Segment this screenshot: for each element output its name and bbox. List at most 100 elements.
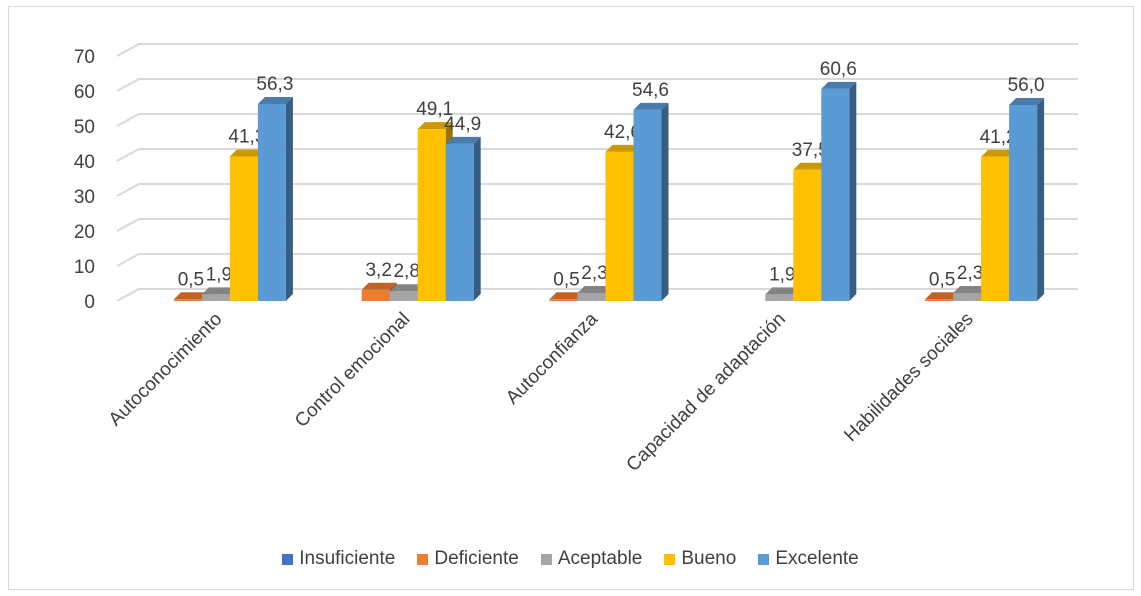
bar bbox=[577, 292, 606, 301]
bar-side bbox=[285, 96, 293, 301]
legend-item: Excelente bbox=[758, 548, 859, 570]
bar bbox=[605, 151, 634, 301]
bar-top bbox=[953, 285, 989, 293]
bar bbox=[417, 129, 446, 301]
gridline bbox=[116, 78, 1078, 92]
gridline bbox=[116, 43, 1078, 57]
gridline bbox=[116, 148, 1078, 162]
legend-item: Insuficiente bbox=[282, 548, 395, 570]
bar bbox=[633, 109, 662, 302]
bar-top bbox=[765, 287, 801, 295]
y-tick-label: 20 bbox=[74, 222, 95, 243]
legend-swatch bbox=[664, 553, 676, 565]
data-label: 0,5 bbox=[178, 269, 204, 290]
bar-side bbox=[849, 81, 857, 302]
legend-item: Bueno bbox=[664, 548, 736, 570]
legend-label: Deficiente bbox=[434, 548, 519, 569]
bar-side bbox=[661, 102, 669, 302]
bar-top bbox=[821, 81, 857, 89]
legend-label: Aceptable bbox=[557, 548, 643, 569]
legend-swatch bbox=[758, 553, 770, 565]
legend-swatch bbox=[417, 553, 429, 565]
bar-top bbox=[1009, 98, 1045, 105]
bar bbox=[201, 294, 230, 301]
legend-label: Bueno bbox=[681, 548, 737, 569]
chart-legend: Insuficiente Deficiente Aceptable Bueno Exce… bbox=[0, 548, 1141, 570]
data-label: 42,6 bbox=[604, 122, 641, 143]
legend-label: Insuficiente bbox=[299, 548, 396, 569]
x-tick-label: Habilidades sociales bbox=[840, 309, 977, 446]
y-tick-label: 60 bbox=[74, 82, 95, 103]
data-label: 0,5 bbox=[553, 269, 579, 290]
bar bbox=[389, 291, 418, 301]
bar bbox=[765, 294, 794, 301]
legend-item: Deficiente bbox=[417, 548, 519, 570]
data-label: 0,5 bbox=[929, 269, 955, 290]
bar-top bbox=[417, 122, 453, 130]
x-tick-label: Autoconocimiento bbox=[105, 309, 227, 431]
bar bbox=[821, 88, 850, 302]
y-tick-label: 10 bbox=[74, 257, 95, 278]
gridline bbox=[116, 183, 1078, 197]
gridline bbox=[116, 113, 1078, 127]
x-tick-label: Autoconfianza bbox=[502, 308, 602, 408]
x-tick-label: Control emocional bbox=[291, 309, 414, 432]
y-tick-label: 30 bbox=[74, 187, 95, 208]
data-label: 49,1 bbox=[416, 99, 453, 120]
bar bbox=[173, 299, 202, 301]
bar-top bbox=[201, 287, 237, 295]
gridline bbox=[116, 218, 1078, 232]
bar-top bbox=[361, 282, 397, 290]
legend-swatch bbox=[282, 553, 294, 565]
data-label: 1,9 bbox=[206, 264, 232, 285]
bar bbox=[257, 103, 286, 301]
data-label: 2,3 bbox=[581, 263, 607, 284]
x-tick-label: Capacidad de adaptación bbox=[623, 309, 790, 476]
bar-top bbox=[981, 149, 1017, 157]
bar-side bbox=[1037, 98, 1045, 301]
legend-label: Excelente bbox=[775, 548, 859, 569]
gridline bbox=[116, 288, 1078, 302]
data-label: 2,3 bbox=[957, 263, 983, 284]
data-label: 2,8 bbox=[393, 261, 419, 282]
bar-top bbox=[925, 292, 961, 300]
legend-item: Aceptable bbox=[540, 548, 643, 570]
bar bbox=[925, 299, 954, 301]
data-label: 44,9 bbox=[444, 114, 481, 135]
y-tick-label: 70 bbox=[74, 47, 95, 68]
data-label: 1,9 bbox=[769, 264, 795, 285]
bar bbox=[549, 299, 578, 301]
bar-top bbox=[389, 284, 425, 292]
data-label: 41,3 bbox=[228, 126, 265, 147]
bar-top bbox=[445, 136, 481, 144]
bar bbox=[981, 156, 1010, 301]
y-tick-label: 50 bbox=[74, 117, 95, 138]
legend-swatch bbox=[540, 553, 552, 565]
bar-top bbox=[605, 144, 641, 152]
data-label: 56,3 bbox=[256, 74, 293, 95]
bar-top bbox=[549, 292, 585, 300]
bar bbox=[361, 289, 390, 301]
y-tick-label: 0 bbox=[84, 292, 95, 313]
bar-top bbox=[173, 292, 209, 300]
bar bbox=[953, 292, 982, 301]
bar-top bbox=[229, 149, 265, 157]
bar bbox=[793, 169, 822, 301]
bar bbox=[229, 156, 258, 301]
data-label: 37,5 bbox=[792, 140, 829, 161]
bar-side bbox=[473, 136, 481, 301]
gridline bbox=[116, 253, 1078, 267]
bar-top bbox=[633, 102, 669, 110]
bar-top bbox=[793, 162, 829, 170]
bar bbox=[1009, 105, 1038, 301]
data-label: 41,2 bbox=[980, 127, 1017, 148]
data-label: 3,2 bbox=[365, 260, 391, 281]
data-label: 56,0 bbox=[1008, 75, 1045, 96]
bar-top bbox=[257, 96, 293, 104]
data-label: 60,6 bbox=[820, 59, 857, 80]
data-label: 54,6 bbox=[632, 80, 669, 101]
bar-top bbox=[577, 285, 613, 293]
y-tick-label: 40 bbox=[74, 152, 95, 173]
bar bbox=[445, 143, 474, 301]
